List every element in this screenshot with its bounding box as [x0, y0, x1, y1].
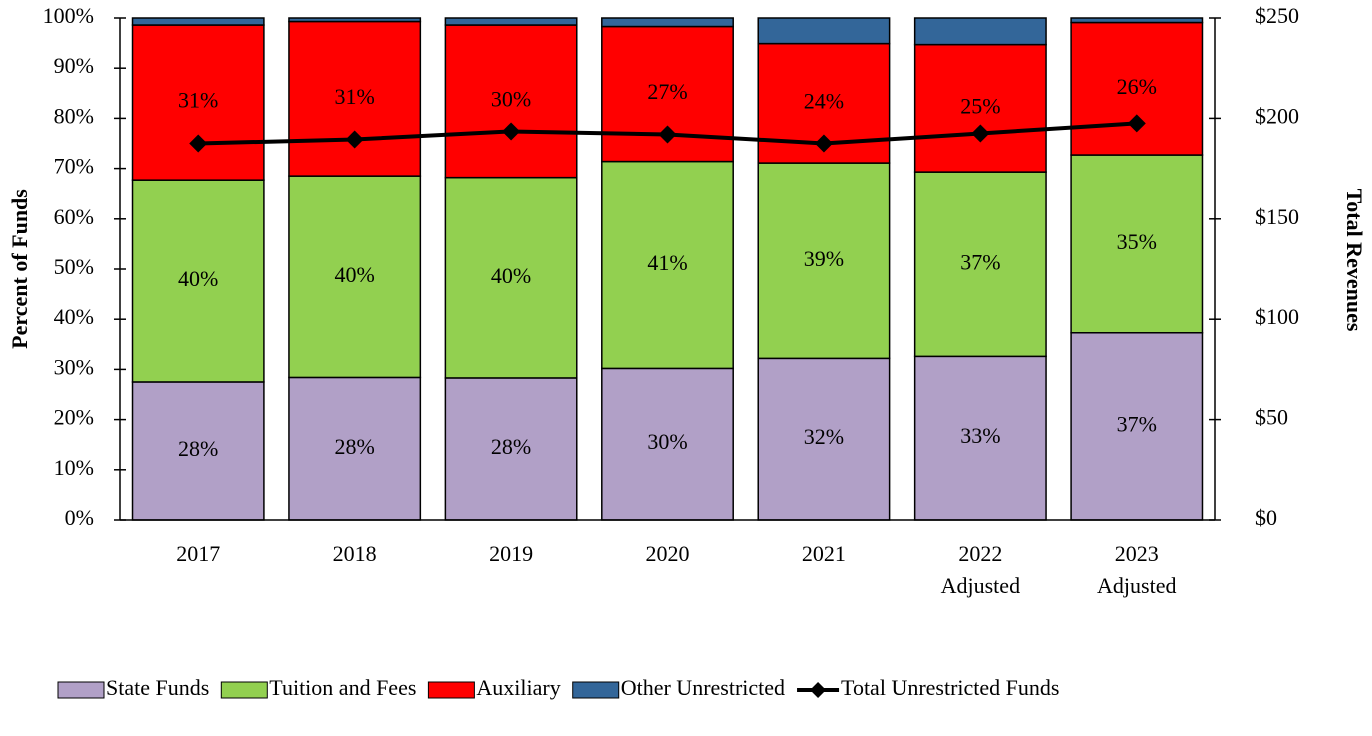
legend-label: Other Unrestricted: [621, 675, 785, 700]
bar-segment: [757, 17, 891, 45]
bar-segment: [288, 376, 422, 521]
x-tick-label: 2022: [958, 541, 1002, 566]
data-label: 28%: [334, 434, 374, 459]
bar-segment: [601, 160, 734, 370]
legend-label: Auxiliary: [476, 675, 560, 700]
legend-swatch: [220, 681, 268, 699]
bar-segment: [131, 17, 265, 26]
line-marker: [1127, 114, 1146, 133]
bar-segment: [131, 381, 265, 521]
bar-segment: [913, 43, 1047, 173]
x-tick-label: 2020: [646, 541, 690, 566]
y-tick-label: 20%: [54, 405, 94, 430]
y-tick-label: 80%: [54, 103, 94, 128]
data-label: 40%: [491, 263, 531, 288]
line-marker: [971, 124, 990, 143]
y-tick-label: 30%: [54, 354, 94, 379]
x-tick-label: Adjusted: [1097, 573, 1176, 598]
data-label: 32%: [804, 424, 844, 449]
legend-label: State Funds: [106, 675, 209, 700]
data-label: 25%: [960, 93, 1000, 118]
line-marker: [814, 134, 833, 153]
bar-segment: [131, 179, 265, 383]
line-marker: [502, 122, 521, 141]
data-label: 31%: [334, 84, 374, 109]
x-tick-label: Adjusted: [941, 573, 1020, 598]
data-label: 35%: [1117, 229, 1157, 254]
y2-tick-label: $50: [1255, 405, 1288, 430]
legend-swatch: [572, 681, 620, 699]
legend-label: Tuition and Fees: [269, 675, 416, 700]
bar-segment: [913, 355, 1047, 521]
data-label: 37%: [1117, 411, 1157, 436]
x-tick-label: 2023: [1115, 541, 1159, 566]
data-label: 30%: [491, 86, 531, 111]
y-tick-label: 10%: [54, 455, 94, 480]
data-label: 27%: [647, 79, 687, 104]
bar-segment: [444, 17, 578, 26]
bar-segment: [913, 17, 1047, 46]
y-tick-label: 50%: [54, 254, 94, 279]
data-label: 24%: [804, 88, 844, 113]
legend-swatch: [427, 681, 475, 699]
y-axis-title: Percent of Funds: [7, 189, 32, 349]
line-marker: [345, 130, 364, 149]
bar-segment: [1070, 332, 1204, 521]
x-tick-label: 2018: [333, 541, 377, 566]
data-label: 28%: [178, 436, 218, 461]
y2-axis-title: Total Revenues: [1342, 189, 1367, 332]
bar-segment: [601, 17, 734, 28]
bar-segment: [444, 24, 578, 179]
bar-segment: [601, 367, 734, 521]
data-label: 33%: [960, 423, 1000, 448]
x-tick-label: 2021: [802, 541, 846, 566]
y2-tick-label: $250: [1255, 3, 1299, 28]
y2-tick-label: $100: [1255, 304, 1299, 329]
x-tick-label: 2019: [489, 541, 533, 566]
y2-tick-label: $150: [1255, 204, 1299, 229]
x-tick-label: 2017: [176, 541, 220, 566]
data-label: 31%: [178, 88, 218, 113]
bar-segment: [1070, 21, 1204, 156]
legend-label: Total Unrestricted Funds: [841, 675, 1059, 700]
data-label: 37%: [960, 249, 1000, 274]
bar-segment: [1070, 17, 1204, 24]
y2-tick-label: $200: [1255, 103, 1299, 128]
bar-segment: [444, 176, 578, 379]
bar-segment: [757, 357, 891, 521]
bar-segment: [288, 175, 422, 379]
y-tick-label: 70%: [54, 154, 94, 179]
bar-segment: [288, 20, 422, 177]
bar-segment: [288, 17, 422, 23]
data-label: 39%: [804, 246, 844, 271]
data-label: 28%: [491, 434, 531, 459]
y-tick-label: 0%: [65, 505, 94, 530]
data-label: 40%: [334, 262, 374, 287]
line-marker: [189, 134, 208, 153]
data-label: 40%: [178, 266, 218, 291]
y-tick-label: 90%: [54, 53, 94, 78]
bar-segment: [913, 171, 1047, 358]
bar-segment: [1070, 154, 1204, 334]
legend-swatch: [810, 682, 827, 698]
data-label: 41%: [647, 250, 687, 275]
y-tick-label: 60%: [54, 204, 94, 229]
y-tick-label: 100%: [43, 3, 94, 28]
data-label: 30%: [647, 429, 687, 454]
y2-tick-label: $0: [1255, 505, 1277, 530]
data-label: 26%: [1117, 74, 1157, 99]
legend-swatch: [57, 681, 105, 699]
y-tick-label: 40%: [54, 304, 94, 329]
line-marker: [658, 125, 677, 144]
